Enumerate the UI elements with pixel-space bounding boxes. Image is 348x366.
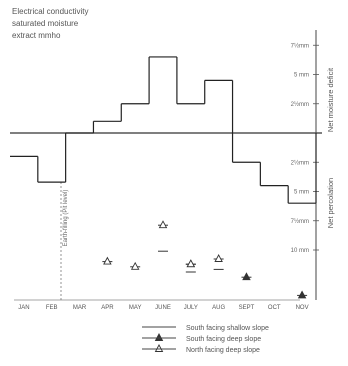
x-tick-label: APR	[101, 305, 114, 311]
legend-label: South facing shallow slope	[186, 325, 269, 332]
right-tick-label: 5 mm	[294, 73, 309, 79]
series-1-marker	[297, 290, 307, 299]
right-axis-label-upper: Net moisture deficit	[326, 67, 335, 132]
x-tick-label: FEB	[46, 305, 58, 311]
right-tick-label: 2½mm	[291, 101, 309, 108]
x-tick-label: JUNE	[155, 305, 171, 311]
chart-title: Electrical conductivity saturated moistur…	[12, 7, 88, 40]
right-tick-label: 7½mm	[291, 218, 309, 225]
chart-axes: JAN FEB MAR APR MAY JUNE JULY AUG SEPT OCT NOV 7½mm…	[10, 30, 335, 311]
legend-label: North facing deep slope	[186, 347, 260, 354]
x-tick-label: OCT	[268, 305, 281, 311]
right-tick-label: 7½mm	[291, 42, 309, 49]
series-2-marker	[158, 220, 168, 229]
series-group	[102, 220, 308, 352]
series-2-marker	[130, 261, 140, 270]
series-2-marker	[214, 254, 223, 262]
x-tick-label: MAR	[73, 305, 87, 311]
legend-marker	[154, 333, 164, 341]
legend-marker	[154, 344, 164, 352]
legend: South facing shallow slope South facing d…	[142, 325, 269, 354]
x-tick-label: AUG	[212, 305, 225, 311]
right-tick-label: 5 mm	[294, 190, 309, 196]
right-tick-label: 2½mm	[291, 159, 309, 166]
title-line: saturated moisture	[12, 19, 79, 28]
x-tick-label: NOV	[296, 305, 309, 311]
x-tick-label: JULY	[184, 305, 198, 311]
right-axis-label-lower: Net percolation	[326, 178, 335, 228]
series-2-marker	[186, 259, 196, 268]
legend-label: South facing deep slope	[186, 336, 261, 343]
series-2-marker	[103, 256, 112, 265]
vertical-note: Earth-filling (Pit level)	[63, 190, 69, 247]
x-tick-label: MAY	[129, 305, 142, 311]
series-1-marker	[242, 272, 251, 281]
moisture-balance-step-line	[10, 56, 317, 204]
x-tick-label: JAN	[18, 305, 29, 311]
title-line: extract mmho	[12, 31, 61, 40]
right-tick-label: 10 mm	[291, 248, 309, 254]
title-line: Electrical conductivity	[12, 7, 88, 16]
x-tick-label: SEPT	[239, 305, 255, 311]
